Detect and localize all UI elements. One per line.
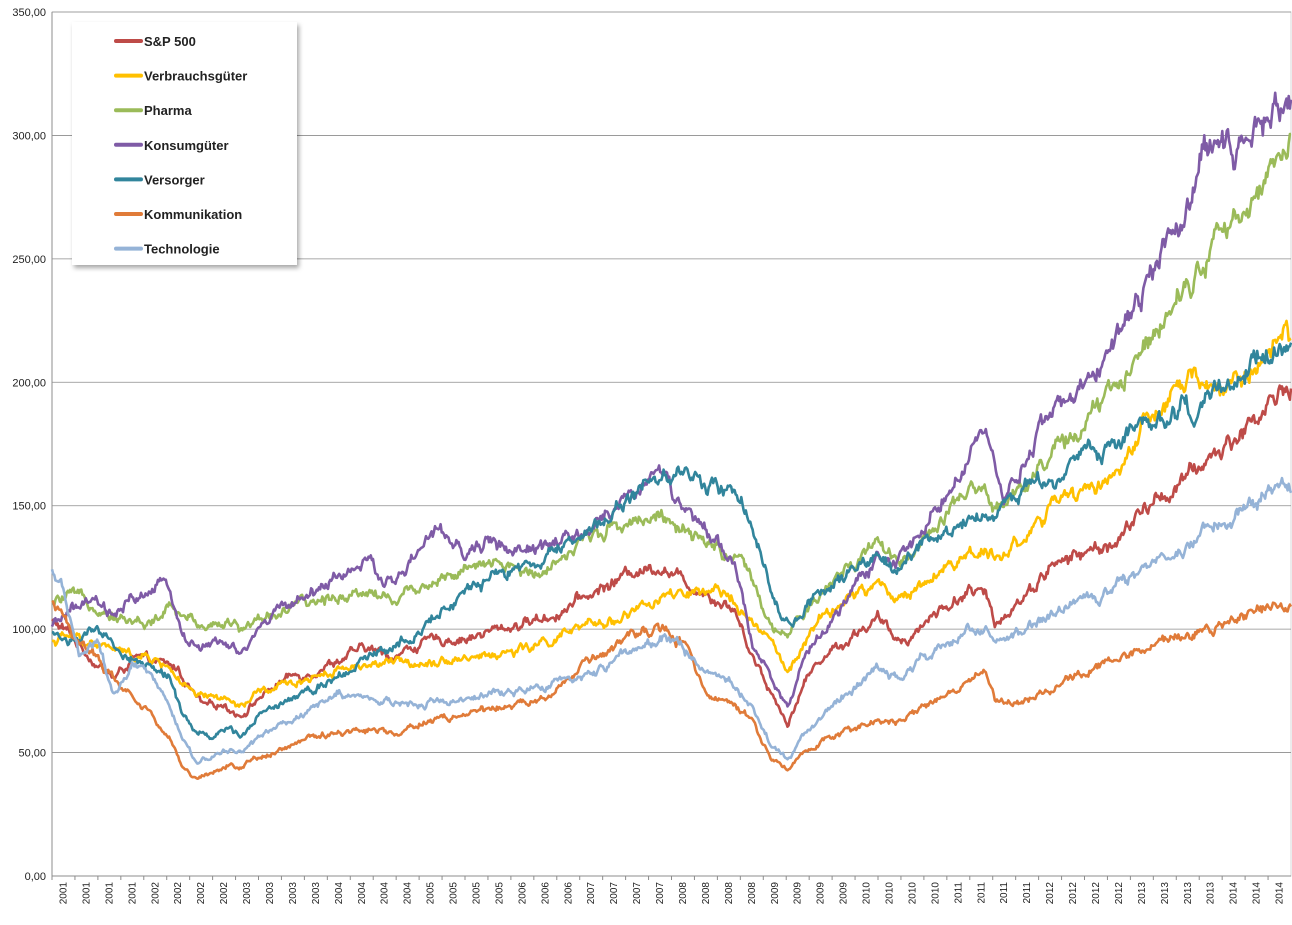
series-line — [51, 132, 1292, 639]
legend-box — [72, 22, 297, 265]
x-tick-label: 2006 — [540, 882, 551, 905]
x-tick-label: 2012 — [1091, 882, 1102, 905]
x-axis: 2001 2001 2001 2001 2002 2002 2002 2002 2003 2003… — [51, 875, 1291, 905]
x-tick-label: 2013 — [1183, 882, 1194, 905]
x-tick-label: 2009 — [770, 882, 781, 905]
x-tick-label: 2007 — [655, 882, 666, 905]
y-tick-label: 250,00 — [12, 254, 46, 266]
x-tick-label: 2005 — [449, 882, 460, 905]
x-tick-label: 2014 — [1275, 882, 1286, 905]
y-axis: 0,00 50,00 100,00 150,00 200,00 250,00 300,00 3… — [12, 7, 53, 883]
x-tick-label: 2010 — [907, 882, 918, 905]
x-tick-label: 2011 — [999, 882, 1010, 904]
x-tick-label: 2004 — [334, 882, 345, 905]
x-tick-label: 2004 — [380, 882, 391, 905]
series-line — [50, 91, 1292, 708]
x-tick-label: 2007 — [586, 882, 597, 905]
x-tick-label: 2013 — [1137, 882, 1148, 905]
x-tick-label: 2013 — [1160, 882, 1171, 905]
x-tick-label: 2002 — [150, 882, 161, 905]
series-line — [51, 384, 1292, 728]
x-tick-label: 2003 — [288, 882, 299, 905]
x-tick-label: 2002 — [196, 882, 207, 905]
x-tick-label: 2014 — [1229, 882, 1240, 905]
x-tick-label: 2009 — [839, 882, 850, 905]
x-tick-label: 2001 — [81, 882, 92, 905]
x-tick-label: 2014 — [1252, 882, 1263, 905]
x-tick-label: 2010 — [862, 882, 873, 905]
x-tick-label: 2011 — [953, 882, 964, 904]
x-tick-label: 2002 — [219, 882, 230, 905]
y-tick-label: 300,00 — [12, 130, 46, 142]
x-tick-label: 2003 — [242, 882, 253, 905]
x-tick-label: 2010 — [930, 882, 941, 905]
x-tick-label: 2009 — [793, 882, 804, 905]
legend: S&P 500 Verbrauchsgüter Pharma Konsumgüter V… — [72, 22, 297, 265]
x-tick-label: 2005 — [494, 882, 505, 905]
x-tick-label: 2008 — [678, 882, 689, 905]
legend-label: Versorger — [144, 172, 205, 187]
x-tick-label: 2012 — [1114, 882, 1125, 905]
x-tick-label: 2005 — [426, 882, 437, 905]
x-tick-label: 2002 — [173, 882, 184, 905]
x-tick-label: 2001 — [104, 882, 115, 905]
legend-label: Verbrauchsgüter — [144, 69, 247, 84]
x-tick-label: 2006 — [563, 882, 574, 905]
series-line — [51, 319, 1292, 708]
series-layer — [50, 91, 1292, 780]
x-tick-label: 2009 — [816, 882, 827, 905]
x-tick-label: 2001 — [127, 882, 138, 905]
x-tick-label: 2013 — [1206, 882, 1217, 905]
series-line — [51, 342, 1292, 741]
y-tick-label: 150,00 — [12, 501, 46, 513]
series-line — [50, 476, 1292, 765]
x-tick-label: 2008 — [724, 882, 735, 905]
x-tick-label: 2010 — [884, 882, 895, 905]
legend-label: Kommunikation — [144, 207, 242, 222]
x-tick-label: 2006 — [517, 882, 528, 905]
x-tick-label: 2005 — [471, 882, 482, 905]
x-tick-label: 2008 — [701, 882, 712, 905]
x-tick-label: 2011 — [1022, 882, 1033, 904]
y-tick-label: 100,00 — [12, 624, 46, 636]
x-tick-label: 2003 — [265, 882, 276, 905]
y-tick-label: 0,00 — [25, 871, 46, 883]
y-tick-label: 50,00 — [18, 748, 46, 760]
x-tick-label: 2008 — [747, 882, 758, 905]
legend-label: Technologie — [144, 242, 220, 257]
x-tick-label: 2007 — [632, 882, 643, 905]
legend-label: Pharma — [144, 103, 192, 118]
x-tick-label: 2004 — [403, 882, 414, 905]
x-tick-label: 2001 — [58, 882, 69, 905]
y-tick-label: 350,00 — [12, 7, 46, 19]
x-tick-label: 2011 — [976, 882, 987, 904]
x-tick-label: 2004 — [357, 882, 368, 905]
x-tick-label: 2007 — [609, 882, 620, 905]
legend-label: Konsumgüter — [144, 138, 229, 153]
x-tick-label: 2012 — [1045, 882, 1056, 905]
x-tick-label: 2003 — [311, 882, 322, 905]
legend-label: S&P 500 — [144, 34, 196, 49]
y-tick-label: 200,00 — [12, 377, 46, 389]
x-tick-label: 2012 — [1068, 882, 1079, 905]
